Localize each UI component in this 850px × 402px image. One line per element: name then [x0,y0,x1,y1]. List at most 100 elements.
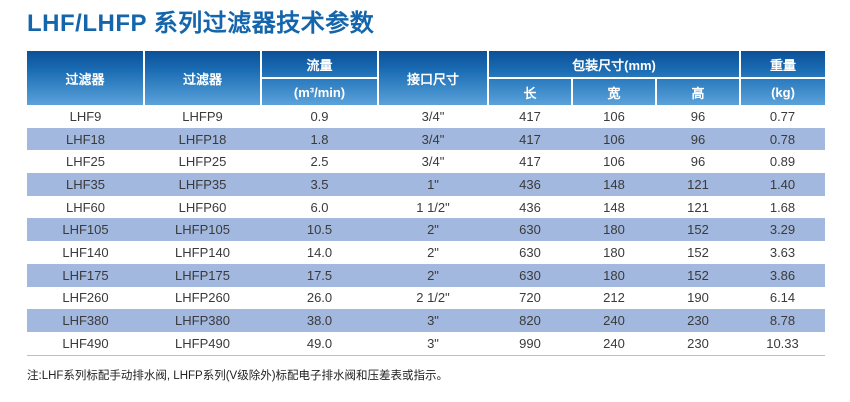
table-cell: 14.0 [306,244,333,260]
table-cell: 96 [690,131,706,147]
table-cell: 17.5 [306,267,333,283]
table-cell: LHF18 [65,131,106,147]
table-cell: 417 [519,108,541,124]
table-cell: 417 [519,131,541,147]
table-cell: 38.0 [306,313,333,329]
col-header-flow-unit: (m³/min) [260,77,378,105]
page-title: LHF/LHFP 系列过滤器技术参数 [27,10,375,37]
table-cell: 106 [603,131,625,147]
table-cell: 152 [687,222,709,238]
table-cell: 121 [687,199,709,215]
table-cell: 3/4" [421,108,445,124]
table-row: LHF25 LHFP25 2.5 3/4" 417 106 96 0.89 [27,150,825,173]
table-cell: LHF25 [65,154,106,170]
col-header-weight: 重量 [739,51,825,78]
table-cell: 1.40 [769,176,796,192]
col-header-flow: 流量 [260,51,378,78]
table-cell: 3/4" [421,154,445,170]
table-cell: 180 [603,222,625,238]
table-cell: 230 [687,313,709,329]
table-row: LHF60 LHFP60 6.0 1 1/2" 436 148 121 1.68 [27,196,825,219]
table-cell: 436 [519,199,541,215]
table-cell: LHFP18 [178,131,227,147]
table-cell: LHFP380 [175,313,230,329]
footnote: 注:LHF系列标配手动排水阀, LHFP系列(V级除外)标配电子排水阀和压差表或… [27,369,449,382]
content-area: LHF/LHFP 系列过滤器技术参数 过滤器 过滤器 流量 接口尺寸 包装尺寸(… [27,10,825,382]
table-cell: LHFP35 [178,176,227,192]
table-cell: 630 [519,267,541,283]
table-cell: 417 [519,154,541,170]
table-cell: LHF60 [65,199,106,215]
table-cell: 6.0 [310,199,329,215]
table-cell: LHFP490 [175,335,230,351]
table-row: LHF105 LHFP105 10.5 2" 630 180 152 3.29 [27,218,825,242]
table-cell: 240 [603,335,625,351]
table-cell: 436 [519,176,541,192]
table-body: LHF9 LHFP9 0.9 3/4" 417 106 96 0.77 LHF18 LHFP18 1… [27,105,825,355]
table-cell: 148 [603,176,625,192]
table-cell: LHFP60 [178,199,227,215]
table-cell: LHF175 [62,267,109,283]
table-cell: 240 [603,313,625,329]
table-cell: 26.0 [306,290,333,306]
table-row: LHF490 LHFP490 49.0 3" 990 240 230 10.33 [27,332,825,355]
table-cell: 10.5 [306,222,333,238]
table-cell: LHFP25 [178,154,227,170]
col-header-filter-lhf: 过滤器 [65,71,105,87]
table-cell: LHF35 [65,176,106,192]
table-cell: 2" [427,222,439,238]
col-header-weight-unit: (kg) [739,77,825,105]
table-cell: 1.8 [310,131,329,147]
table-cell: LHF380 [62,313,109,329]
table-cell: 0.78 [769,131,796,147]
table-cell: 3.86 [769,267,796,283]
table-cell: 3" [427,313,439,329]
table-cell: 3.5 [310,176,329,192]
table-cell: LHFP175 [175,267,230,283]
table-cell: 180 [603,244,625,260]
col-header-package-size: 包装尺寸(mm) [487,51,740,78]
col-header-width: 宽 [571,77,656,105]
col-header-height: 高 [655,77,740,105]
table-cell: 0.9 [310,108,329,124]
col-header-filter-lhfp: 过滤器 [143,51,261,105]
table-cell: 148 [603,199,625,215]
table-cell: 0.77 [769,108,796,124]
table-cell: LHFP260 [175,290,230,306]
table-row: LHF140 LHFP140 14.0 2" 630 180 152 3.63 [27,241,825,264]
table-row: LHF9 LHFP9 0.9 3/4" 417 106 96 0.77 [27,105,825,128]
table-cell: 3" [427,335,439,351]
table-cell: LHF105 [62,222,109,238]
table-cell: 121 [687,176,709,192]
table-cell: 630 [519,222,541,238]
table-cell: 6.14 [769,290,796,306]
table-cell: 2" [427,267,439,283]
table-cell: 96 [690,108,706,124]
table-cell: 230 [687,335,709,351]
table-row: LHF380 LHFP380 38.0 3" 820 240 230 8.78 [27,309,825,332]
table-cell: 10.33 [766,335,799,351]
table-cell: 820 [519,313,541,329]
col-header-length: 长 [487,77,572,105]
table-cell: 152 [687,267,709,283]
table-cell: LHF140 [62,244,109,260]
table-row: LHF35 LHFP35 3.5 1" 436 148 121 1.40 [27,173,825,196]
table-cell: 8.78 [769,313,796,329]
header-row-main: 过滤器 过滤器 流量 接口尺寸 包装尺寸(mm) 重量 [27,51,825,105]
table-cell: 3.29 [769,222,796,238]
table-cell: 2 1/2" [416,290,450,306]
table-cell: 152 [687,244,709,260]
table-cell: 720 [519,290,541,306]
table-cell: LHF260 [62,290,109,306]
table-cell: 1.68 [769,199,796,215]
table-row: LHF175 LHFP175 17.5 2" 630 180 152 3.86 [27,263,825,287]
table-cell: 2.5 [310,154,329,170]
table-header: 过滤器 过滤器 流量 接口尺寸 包装尺寸(mm) 重量 (m³/min) 长 宽… [27,51,825,105]
table-cell: 3.63 [769,244,796,260]
table-cell: 0.89 [769,154,796,170]
table-cell: LHFP9 [182,108,223,124]
table-cell: 990 [519,335,541,351]
table-cell: 212 [603,290,625,306]
table-cell: 2" [427,244,439,260]
